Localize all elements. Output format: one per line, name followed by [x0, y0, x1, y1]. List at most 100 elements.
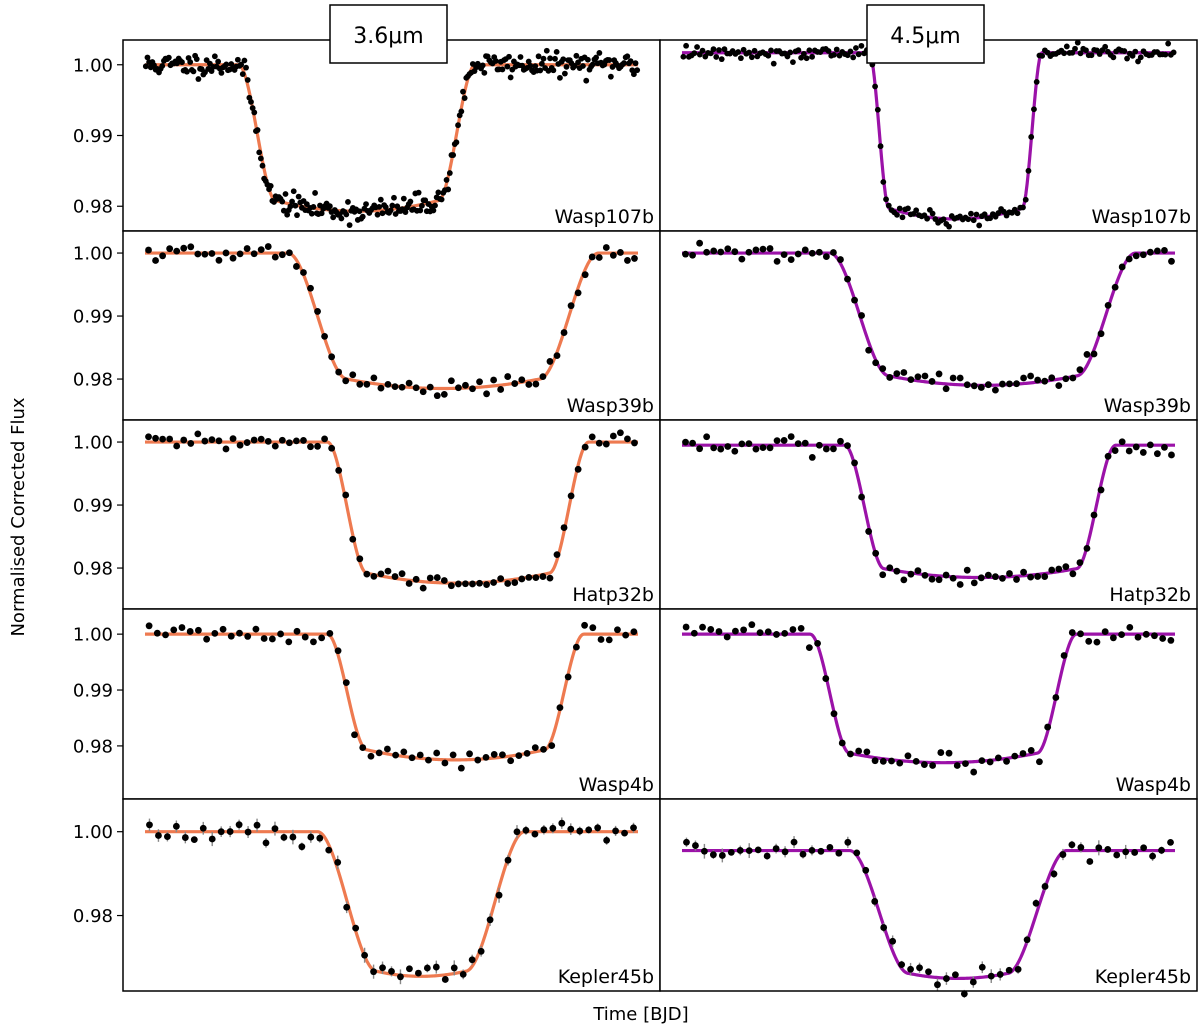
- data-point: [201, 250, 209, 258]
- data-point: [595, 254, 603, 261]
- data-point: [504, 580, 512, 587]
- data-point: [752, 246, 760, 254]
- data-point: [1069, 570, 1077, 578]
- data-point: [194, 250, 202, 258]
- data-point: [756, 629, 764, 637]
- panel-label: Wasp107b: [555, 206, 655, 228]
- data-point: [218, 70, 225, 76]
- data-point: [553, 48, 560, 55]
- data-point: [180, 436, 188, 444]
- data-point: [886, 564, 894, 572]
- data-point: [602, 440, 610, 448]
- panel-wasp39b-4p5um: Wasp39b: [659, 230, 1198, 421]
- data-point: [342, 679, 350, 687]
- data-point: [808, 249, 816, 257]
- data-point: [318, 210, 325, 217]
- data-point: [229, 435, 237, 443]
- data-point: [342, 377, 350, 385]
- data-point: [243, 439, 251, 446]
- data-point: [1062, 563, 1070, 571]
- data-point: [731, 447, 739, 455]
- data-point: [268, 635, 276, 643]
- data-point: [328, 353, 336, 361]
- data-point: [1168, 451, 1175, 459]
- data-point: [1129, 52, 1136, 59]
- data-point: [1013, 380, 1020, 388]
- data-point: [462, 381, 469, 389]
- data-point: [458, 108, 465, 115]
- data-point: [479, 62, 486, 69]
- data-point: [872, 549, 880, 557]
- data-point: [201, 437, 209, 445]
- data-point: [423, 964, 431, 972]
- data-point: [977, 384, 985, 391]
- data-point: [379, 210, 386, 217]
- data-point: [492, 58, 499, 64]
- data-point: [984, 381, 992, 389]
- data-point: [871, 898, 879, 905]
- data-point: [507, 757, 515, 765]
- data-point: [768, 47, 774, 54]
- data-point: [450, 964, 458, 972]
- data-point: [334, 647, 342, 655]
- model-curve: [681, 632, 1176, 765]
- data-point: [1048, 566, 1056, 574]
- data-point: [1006, 380, 1013, 388]
- data-point: [707, 50, 714, 57]
- data-point: [312, 190, 318, 196]
- data-point: [352, 924, 360, 932]
- data-point: [699, 47, 706, 54]
- data-point: [573, 52, 580, 59]
- data-point: [986, 758, 994, 766]
- data-point: [257, 435, 265, 443]
- data-point: [630, 628, 638, 636]
- data-point: [920, 761, 928, 768]
- data-point: [346, 222, 353, 228]
- panel-background: [123, 420, 660, 609]
- panel-wasp107b-3p6um: 0.98 0.99 1.00 Wasp107b: [73, 39, 661, 232]
- data-point: [896, 205, 903, 212]
- data-point: [527, 62, 534, 69]
- data-point: [963, 566, 971, 574]
- data-point: [279, 198, 286, 205]
- data-point: [563, 63, 570, 70]
- data-point: [1048, 374, 1056, 382]
- data-point: [624, 53, 631, 60]
- data-point: [1161, 246, 1168, 254]
- data-point: [1013, 576, 1020, 583]
- data-point: [550, 67, 557, 74]
- data-point: [589, 624, 597, 632]
- data-point: [607, 73, 614, 80]
- y-tick-label: 0.99: [73, 681, 113, 702]
- data-point: [977, 574, 985, 582]
- data-point: [548, 742, 556, 750]
- data-point: [1025, 167, 1032, 174]
- data-point: [1137, 54, 1144, 61]
- y-tick-label: 0.98: [73, 736, 113, 757]
- data-point: [293, 263, 300, 270]
- data-point: [262, 839, 270, 847]
- data-point: [1104, 846, 1112, 853]
- panel-label: Wasp4b: [1116, 774, 1191, 796]
- panel-label: Wasp4b: [579, 774, 654, 796]
- data-point: [455, 122, 461, 129]
- data-point: [483, 390, 490, 398]
- data-point: [170, 626, 178, 634]
- data-point: [356, 380, 364, 388]
- data-point: [447, 582, 455, 590]
- data-point: [504, 856, 512, 864]
- data-point: [539, 573, 547, 580]
- data-point: [285, 439, 293, 447]
- data-point: [596, 50, 603, 56]
- data-point: [377, 196, 384, 203]
- data-point: [184, 68, 190, 75]
- data-point: [727, 848, 735, 856]
- data-point: [1118, 631, 1125, 639]
- data-point: [880, 924, 888, 931]
- data-point: [787, 256, 795, 263]
- data-point: [256, 149, 263, 156]
- data-point: [391, 194, 397, 201]
- data-point: [540, 55, 547, 62]
- data-point: [567, 302, 575, 310]
- data-point: [250, 250, 258, 258]
